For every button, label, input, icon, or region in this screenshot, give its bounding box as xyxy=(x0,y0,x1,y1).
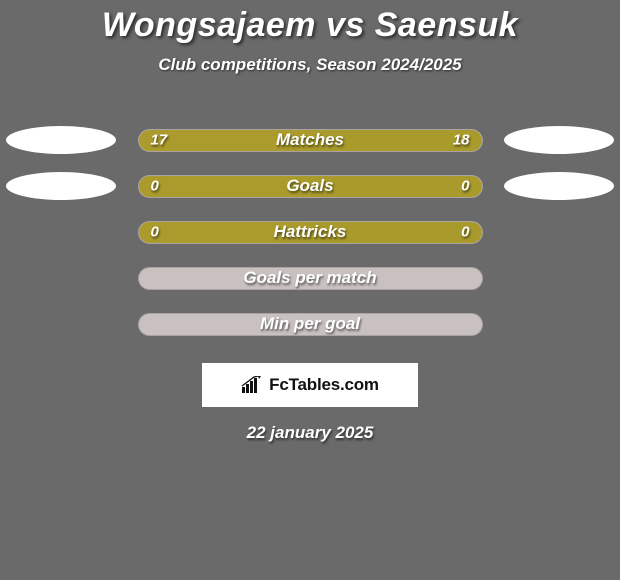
stat-bar: Goals per match xyxy=(138,267,483,290)
stat-value-right: 0 xyxy=(461,224,469,241)
stat-label: Min per goal xyxy=(260,314,360,334)
page-subtitle: Club competitions, Season 2024/2025 xyxy=(0,55,620,75)
stat-bar: 0 0 Goals xyxy=(138,175,483,198)
stat-bar-left-fill xyxy=(139,176,311,197)
stat-value-left: 17 xyxy=(151,132,168,149)
stat-value-right: 18 xyxy=(453,132,470,149)
stat-value-left: 0 xyxy=(151,178,159,195)
stat-row: 0 0 Hattricks xyxy=(0,209,620,255)
stat-row: Min per goal xyxy=(0,301,620,347)
stat-bar: 0 0 Hattricks xyxy=(138,221,483,244)
stat-label: Goals xyxy=(286,176,333,196)
stat-label: Matches xyxy=(276,130,344,150)
player-photo-placeholder-right xyxy=(504,126,614,154)
stat-row: 17 18 Matches xyxy=(0,117,620,163)
stat-bar-right-fill xyxy=(310,176,482,197)
stat-label: Goals per match xyxy=(243,268,376,288)
page-title: Wongsajaem vs Saensuk xyxy=(0,0,620,45)
player-photo-placeholder-left xyxy=(6,172,116,200)
bars-icon xyxy=(241,376,263,394)
footer-branding: FcTables.com xyxy=(202,363,418,407)
stat-label: Hattricks xyxy=(274,222,347,242)
player-photo-placeholder-right xyxy=(504,172,614,200)
stat-row: Goals per match xyxy=(0,255,620,301)
brand-name: FcTables.com xyxy=(269,375,379,395)
stat-bar: Min per goal xyxy=(138,313,483,336)
stat-row: 0 0 Goals xyxy=(0,163,620,209)
player-photo-placeholder-left xyxy=(6,126,116,154)
stat-value-left: 0 xyxy=(151,224,159,241)
stat-bar: 17 18 Matches xyxy=(138,129,483,152)
footer-date: 22 january 2025 xyxy=(0,423,620,443)
brand-logo: FcTables.com xyxy=(241,375,379,395)
stat-rows: 17 18 Matches 0 0 Goals 0 0 Hattricks Goals per m… xyxy=(0,117,620,347)
stat-value-right: 0 xyxy=(461,178,469,195)
comparison-infographic: Wongsajaem vs Saensuk Club competitions,… xyxy=(0,0,620,580)
